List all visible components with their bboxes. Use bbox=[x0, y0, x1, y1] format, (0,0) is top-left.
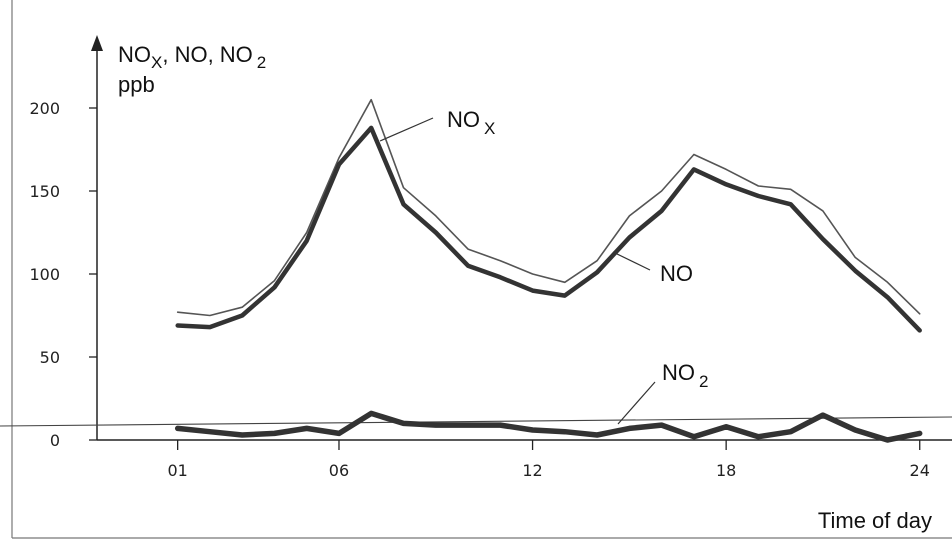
y-tick-label: 100 bbox=[29, 265, 60, 284]
series-label-nox: NO X bbox=[447, 107, 495, 138]
no2-callout-line bbox=[617, 381, 656, 425]
no-callout-line bbox=[612, 251, 651, 271]
y-tick-label: 50 bbox=[40, 348, 60, 367]
y-tick-label: 0 bbox=[50, 431, 60, 450]
y-axis-arrow bbox=[91, 35, 103, 51]
x-tick-label: 01 bbox=[167, 461, 187, 480]
axes: 0 50 100 150 200 01 06 12 18 24 bbox=[0, 35, 952, 480]
x-tick-label: 12 bbox=[522, 461, 542, 480]
series-label-no: NO bbox=[660, 261, 693, 286]
x-tick-label: 24 bbox=[910, 461, 930, 480]
series-label-no2: NO 2 bbox=[662, 360, 708, 391]
series-line-nox bbox=[176, 98, 921, 317]
y-axis-label-line2: ppb bbox=[118, 72, 155, 97]
x-tick-label: 18 bbox=[716, 461, 736, 480]
nox-callout-line bbox=[379, 117, 434, 142]
y-axis-label-line1: NOX, NO, NO 2 bbox=[118, 42, 266, 72]
x-tick-label: 06 bbox=[329, 461, 349, 480]
series-layer bbox=[174, 98, 923, 443]
x-axis-label: Time of day bbox=[818, 508, 932, 533]
series-line-no2 bbox=[174, 410, 923, 443]
y-tick-label: 150 bbox=[29, 182, 60, 201]
y-tick-label: 200 bbox=[29, 99, 60, 118]
series-line-no bbox=[175, 125, 922, 333]
reference-line bbox=[0, 416, 952, 427]
